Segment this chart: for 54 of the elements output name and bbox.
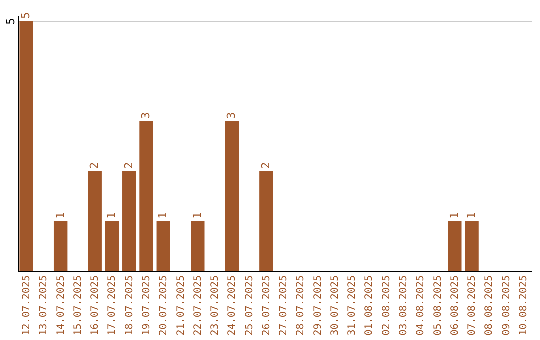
data-label: 3 xyxy=(225,112,238,119)
x-tick-label: 21.07.2025 xyxy=(176,276,187,336)
x-tick-label: 26.07.2025 xyxy=(261,276,272,336)
bar xyxy=(122,171,136,271)
x-tick-label: 01.08.2025 xyxy=(364,276,376,336)
x-tick-label: 27.07.2025 xyxy=(278,276,290,336)
x-tick-label: 18.07.2025 xyxy=(124,276,136,336)
bar xyxy=(140,121,154,271)
bar xyxy=(448,221,462,271)
x-tick-label: 02.08.2025 xyxy=(381,276,392,336)
data-label: 2 xyxy=(88,162,102,169)
x-tick-label: 12.07.2025 xyxy=(22,276,33,336)
x-tick-label: 19.07.2025 xyxy=(142,276,152,336)
data-label: 5 xyxy=(4,18,18,25)
bar xyxy=(54,221,68,271)
x-tick-label: 16.07.2025 xyxy=(90,276,102,336)
x-tick-label: 17.07.2025 xyxy=(107,276,118,336)
data-label: 1 xyxy=(190,212,204,219)
x-tick-label: 10.08.2025 xyxy=(518,276,530,336)
x-tick-label: 08.08.2025 xyxy=(484,276,496,336)
bar xyxy=(465,221,479,271)
bar xyxy=(105,221,120,271)
data-label: 1 xyxy=(105,212,118,219)
data-label: 2 xyxy=(259,162,272,169)
x-tick-label: 14.07.2025 xyxy=(56,276,67,336)
bar xyxy=(225,121,240,271)
data-label: 1 xyxy=(448,212,461,219)
x-tick-label: 29.07.2025 xyxy=(312,276,324,336)
x-tick-label: 06.08.2025 xyxy=(450,276,461,336)
x-tick-label: 15.07.2025 xyxy=(72,276,84,336)
x-tick-label: 05.08.2025 xyxy=(432,276,444,336)
data-label: 1 xyxy=(54,212,67,219)
x-tick-label: 28.07.2025 xyxy=(296,276,307,336)
x-tick-label: 30.07.2025 xyxy=(330,276,341,336)
x-tick-label: 03.08.2025 xyxy=(398,276,410,336)
bar xyxy=(191,221,205,271)
data-label: 2 xyxy=(122,162,136,169)
x-tick-label: 13.07.2025 xyxy=(38,276,50,336)
data-label: 1 xyxy=(156,212,170,219)
x-tick-label: 24.07.2025 xyxy=(227,276,238,336)
x-tick-label: 09.08.2025 xyxy=(501,276,512,336)
bar xyxy=(260,171,274,271)
x-tick-label: 20.07.2025 xyxy=(158,276,170,336)
x-tick-label: 31.07.2025 xyxy=(347,276,358,336)
x-tick-label: 25.07.2025 xyxy=(244,276,256,336)
bar xyxy=(156,221,170,271)
x-tick-label: 23.07.2025 xyxy=(210,276,222,336)
x-tick-label: 22.07.2025 xyxy=(192,276,204,336)
x-tick-label: 04.08.2025 xyxy=(416,276,427,336)
data-label: 1 xyxy=(465,212,478,219)
bar xyxy=(20,21,34,271)
x-tick-label: 07.08.2025 xyxy=(467,276,478,336)
data-label: 3 xyxy=(140,112,152,119)
bar xyxy=(88,171,102,271)
